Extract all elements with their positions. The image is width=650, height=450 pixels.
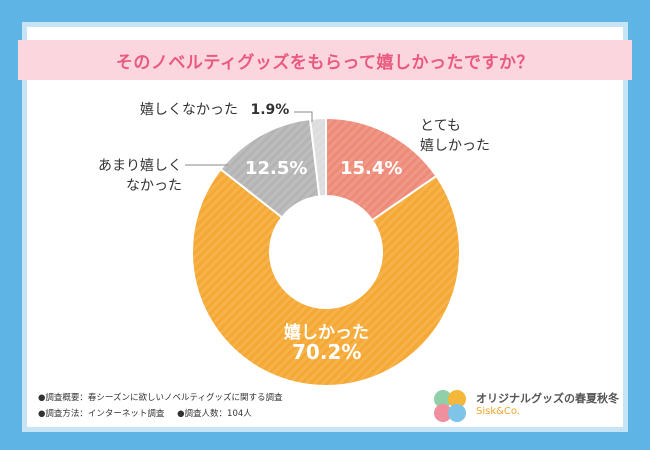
leader-line-nakatta (294, 111, 313, 122)
label-nakatta: 嬉しくなかった 1.9% (140, 100, 289, 120)
survey-note-line2: ●調査方法：インターネット調査 ●調査人数：104人 (38, 406, 283, 422)
survey-method: ●調査方法：インターネット調査 (38, 409, 165, 419)
slice-label-totemo-pct: 15.4% (340, 158, 403, 179)
slice-label-ureshi-pct: 70.2% (292, 340, 362, 364)
brand-logo: オリジナルグッズの春夏秋冬 Sisk&Co. (430, 386, 620, 426)
survey-notes: ●調査概要：春シーズンに欲しいノベルティグッズに関する調査 ●調査方法：インター… (38, 390, 283, 422)
survey-count: ●調査人数：104人 (177, 409, 252, 419)
label-nakatta-pct: 1.9% (250, 102, 290, 118)
label-totemo: とても 嬉しかった (420, 116, 490, 156)
slice-amari-texture (220, 118, 320, 218)
survey-note-line1: ●調査概要：春シーズンに欲しいノベルティグッズに関する調査 (38, 393, 283, 403)
label-nakatta-text: 嬉しくなかった (140, 102, 238, 118)
slice-label-ureshi-name: 嬉しかった (284, 323, 369, 343)
slice-totemo-texture (326, 118, 437, 221)
label-amari: あまり嬉しく なかった (96, 156, 182, 196)
label-amari-line1: あまり嬉しく (98, 158, 182, 174)
label-totemo-line1: とても (420, 118, 461, 134)
label-amari-line2: なかった (126, 178, 182, 194)
title-bar: そのノベルティグッズをもらって嬉しかったですか？ (18, 40, 632, 80)
brand-name: オリジナルグッズの春夏秋冬 (476, 392, 619, 405)
label-totemo-line2: 嬉しかった (420, 138, 490, 154)
slice-label-amari-pct: 12.5% (245, 158, 308, 179)
chart-title: そのノベルティグッズをもらって嬉しかったですか？ (115, 52, 535, 73)
slice-ureshi-texture (191, 169, 460, 387)
slice-nakatta-texture (310, 118, 326, 197)
brand-sub: Sisk&Co. (476, 406, 521, 417)
brand-flower-icon (434, 390, 466, 422)
